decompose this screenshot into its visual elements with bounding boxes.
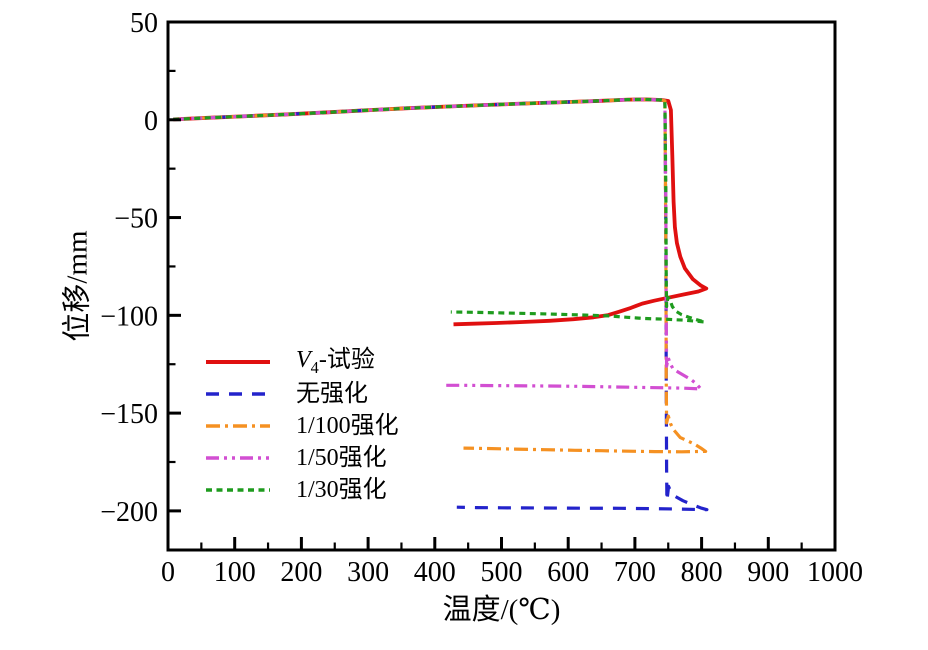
y-tick-label: −150	[100, 399, 158, 430]
legend-line-sample	[206, 456, 270, 460]
x-tick-label: 500	[481, 557, 523, 588]
data-series	[173, 97, 709, 512]
series-v4-experiment-line	[173, 97, 709, 327]
legend-line-sample	[206, 488, 270, 492]
legend-label: 1/30强化	[296, 477, 387, 503]
x-axis-title: 温度/(℃)	[442, 594, 561, 626]
y-tick-label: −50	[114, 204, 158, 235]
x-tick-label: 600	[547, 557, 589, 588]
x-tick-label: 900	[747, 557, 789, 588]
y-tick-label: −200	[100, 497, 158, 528]
legend-line-sample	[206, 424, 270, 428]
legend-item-reinforcement-1-100: 1/100强化	[203, 410, 399, 442]
y-tick-label: 50	[130, 8, 158, 39]
x-tick-label: 700	[614, 557, 656, 588]
legend-line-sample	[206, 360, 270, 364]
y-tick-label: 0	[144, 106, 158, 137]
series-reinforcement-1-30-line	[173, 97, 707, 324]
x-axis: 0 100 200 300 400 500 600 700 800 900 1000	[161, 537, 863, 588]
legend-line-sample	[206, 392, 270, 396]
x-tick-label: 300	[347, 557, 389, 588]
x-tick-label: 800	[681, 557, 723, 588]
x-tick-label: 400	[414, 557, 456, 588]
legend-label: 1/50强化	[296, 445, 387, 471]
legend-item-no-reinforcement: 无强化	[203, 378, 399, 410]
series-reinforcement-1-100-line	[173, 97, 708, 454]
y-axis-title: 位移/mm	[61, 230, 94, 342]
legend-label: V4-试验	[296, 346, 375, 377]
x-tick-label: 1000	[807, 557, 863, 588]
legend-item-v4-experiment: V4-试验	[203, 346, 399, 378]
x-tick-label: 0	[161, 557, 175, 588]
y-axis: 50 0 −50 −100 −150 −200	[100, 8, 181, 528]
x-tick-label: 100	[214, 557, 256, 588]
legend: V4-试验无强化 1/100强化 1/50强化 1/30强化	[203, 346, 399, 506]
legend-label: 1/100强化	[296, 413, 399, 439]
legend-label: 无强化	[296, 381, 368, 407]
y-tick-label: −100	[100, 301, 158, 332]
legend-item-reinforcement-1-30: 1/30强化	[203, 474, 399, 506]
legend-item-reinforcement-1-50: 1/50强化	[203, 442, 399, 474]
x-tick-label: 200	[280, 557, 322, 588]
